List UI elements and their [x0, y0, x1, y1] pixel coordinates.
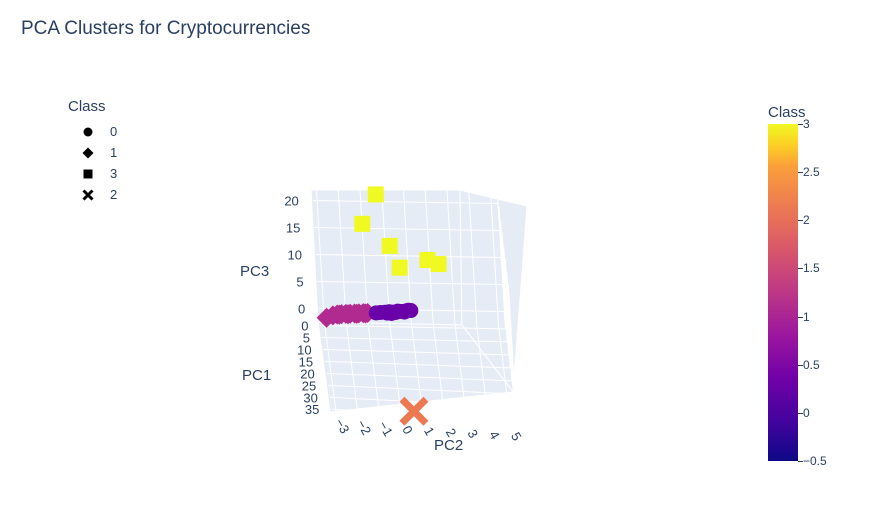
legend-label: 2	[110, 187, 118, 202]
x-tick-label: −1	[376, 418, 396, 438]
point-class-3	[381, 237, 398, 254]
colorbar-tick-mark	[798, 461, 803, 462]
colorbar-title: Class	[768, 104, 806, 121]
grid-lines	[312, 187, 517, 425]
legend-label: 0	[110, 124, 118, 139]
grid-line	[315, 254, 502, 258]
legend-item-0[interactable]: 0	[68, 121, 117, 142]
x-icon	[82, 188, 94, 201]
grid-line	[498, 206, 508, 342]
colorbar-tick-label: 1.5	[803, 261, 820, 276]
point-class-0	[379, 305, 395, 321]
grid-line	[317, 281, 503, 285]
legend-item-2[interactable]: 2	[68, 184, 117, 205]
point-class-3	[391, 259, 408, 276]
x-tick-label: −2	[354, 417, 374, 437]
legend-item-3[interactable]: 3	[68, 163, 117, 184]
square-icon	[83, 169, 93, 178]
point-class-2	[399, 396, 429, 426]
grid-line	[381, 188, 391, 324]
grid-line	[323, 348, 509, 356]
point-class-3	[367, 186, 384, 203]
grid-line	[337, 187, 347, 323]
legend: Class 0 1 3 2	[68, 98, 117, 205]
y-tick-label: 0	[301, 319, 308, 334]
legend-label: 1	[110, 145, 118, 160]
z-tick-label: 10	[288, 248, 302, 263]
grid-line	[315, 187, 325, 323]
data-marks	[316, 186, 447, 426]
colorbar-tick-label: −0.5	[803, 454, 827, 468]
colorbar-tick-label: 0.5	[803, 357, 820, 372]
grid-line	[496, 193, 506, 329]
grid-line	[500, 219, 510, 355]
colorbar-tick-mark	[798, 412, 803, 414]
z-tick-label: 0	[298, 302, 305, 317]
grid-line	[468, 189, 478, 325]
colorbar-tick-mark	[798, 172, 803, 174]
colorbar-tick-label: 2	[803, 213, 810, 228]
grid-line	[325, 360, 511, 369]
grid-line	[503, 245, 513, 381]
colorbar-tick-mark	[798, 316, 803, 318]
circle-icon	[83, 127, 93, 136]
x-axis-title: PC2	[434, 437, 463, 454]
y-tick-label: 35	[305, 402, 319, 417]
z-tick-label: 15	[286, 221, 300, 236]
colorbar	[768, 124, 798, 461]
z-tick-label: 20	[284, 194, 298, 209]
grid-line	[489, 189, 499, 325]
colorbar-tick-mark	[798, 220, 803, 222]
legend-title: Class	[68, 98, 106, 115]
diamond-icon	[82, 147, 94, 158]
legend-label: 3	[110, 166, 118, 181]
point-class-3	[430, 256, 447, 273]
colorbar-tick-mark	[798, 268, 803, 270]
x-tick-label: 3	[465, 427, 482, 441]
y-tick-label: 20	[300, 366, 314, 381]
grid-line	[326, 372, 512, 382]
chart-title: PCA Clusters for Cryptocurrencies	[21, 18, 311, 39]
grid-line	[402, 188, 412, 324]
y-tick-label: 25	[302, 378, 316, 393]
z-tick-label: 5	[296, 275, 303, 290]
z-axis-title: PC3	[240, 263, 269, 280]
point-class-0	[401, 302, 417, 318]
grid-line	[446, 189, 456, 325]
y-axis-title: PC1	[242, 367, 271, 384]
grid-line	[504, 258, 514, 394]
colorbar-tick-label: 2.5	[803, 165, 820, 180]
grid-line	[331, 408, 517, 421]
legend-item-1[interactable]: 1	[68, 142, 117, 163]
x-tick-label: −3	[332, 416, 352, 436]
grid-line	[312, 200, 498, 204]
y-tick-label: 5	[303, 331, 310, 346]
point-class-3	[354, 215, 371, 232]
colorbar-tick-mark	[798, 364, 803, 366]
colorbar-tick-label: 1	[803, 309, 810, 324]
x-tick-label: 0	[399, 423, 416, 437]
grid-line	[314, 227, 500, 231]
grid-line	[322, 337, 508, 343]
x-tick-label: 1	[421, 424, 438, 438]
grid-line	[328, 384, 514, 395]
grid-line	[506, 271, 516, 407]
grid-line	[320, 325, 506, 330]
grid-line	[507, 284, 517, 420]
grid-line	[359, 187, 369, 323]
x-tick-label: 5	[508, 429, 525, 443]
y-tick-label: 15	[299, 354, 313, 369]
y-tick-label: 10	[297, 342, 311, 357]
x-tick-label: 4	[486, 428, 503, 442]
colorbar-tick-label: 3	[803, 117, 810, 131]
colorbar-tick-mark	[798, 124, 803, 125]
grid-line	[501, 232, 511, 368]
colorbar-tick-label: 0	[803, 405, 810, 420]
y-tick-label: 30	[303, 390, 317, 405]
